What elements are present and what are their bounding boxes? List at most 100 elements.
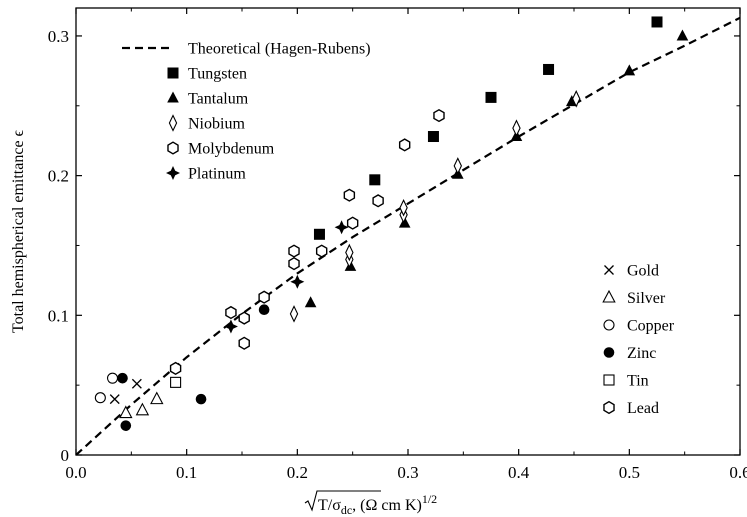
legend-swatch-gold <box>604 265 614 275</box>
data-point-molybdenum <box>398 138 411 152</box>
x-axis-label-subscript: dc <box>341 503 352 517</box>
legend-label-silver: Silver <box>627 290 666 307</box>
axis-labels-group: Total hemispherical emittance ϵ T/σdc, (Ω… <box>10 129 437 517</box>
legend-swatch-tungsten <box>167 67 179 79</box>
data-point-copper <box>94 392 106 404</box>
data-point-molybdenum <box>258 290 270 304</box>
legend-label-tantalum: Tantalum <box>188 91 249 108</box>
data-point-molybdenum <box>433 108 445 123</box>
data-point-molybdenum <box>238 311 250 325</box>
data-point-molybdenum <box>288 257 300 271</box>
legend-top-left: Theoretical (Hagen-Rubens) Tungsten Tantal… <box>122 41 371 183</box>
x-tick-label: 0.5 <box>619 463 640 482</box>
data-point-molybdenum <box>225 305 237 320</box>
x-axis-label-exponent: 1/2 <box>422 492 437 506</box>
x-tick-label: 0.4 <box>508 463 530 482</box>
theory-curve-group <box>76 16 740 455</box>
data-point-niobium <box>512 119 521 137</box>
data-point-tungsten <box>651 16 663 28</box>
data-point-niobium <box>453 157 463 175</box>
x-tick-label: 0.6 <box>729 463 747 482</box>
series-zinc <box>117 304 270 431</box>
y-tick-label: 0 <box>61 446 70 465</box>
legend-label-theoretical-hagen-rubens: Theoretical (Hagen-Rubens) <box>188 41 371 58</box>
series-lead <box>169 336 250 375</box>
data-point-tantalum <box>304 296 317 308</box>
data-point-niobium <box>345 243 354 262</box>
x-tick-label: 0.3 <box>397 463 418 482</box>
y-axis-label: Total hemispherical emittance ϵ <box>10 129 27 333</box>
theory-curve-line <box>76 16 740 455</box>
legend-label-molybdenum: Molybdenum <box>188 141 275 158</box>
y-tick-label: 0.2 <box>48 167 69 186</box>
data-point-copper <box>106 372 119 384</box>
data-point-zinc <box>120 420 132 431</box>
legend-swatch-copper <box>603 319 615 331</box>
data-point-zinc <box>195 393 207 405</box>
x-axis-radical-sign <box>304 490 381 512</box>
plot-axes: 0.0 0.1 0.2 0.3 0.4 0.5 0.6 0 0.1 0.2 0.3 <box>48 7 747 482</box>
data-point-tantalum <box>623 64 636 76</box>
data-point-tungsten <box>543 63 555 75</box>
legend-label-platinum: Platinum <box>188 166 246 183</box>
data-point-tantalum <box>676 29 689 41</box>
data-points-group <box>94 16 689 431</box>
data-point-niobium <box>572 90 581 108</box>
data-point-silver <box>119 405 133 419</box>
legend-swatch-tantalum <box>167 91 179 103</box>
x-tick-label: 0.1 <box>176 463 197 482</box>
legend-label-tungsten: Tungsten <box>188 66 247 83</box>
series-silver <box>119 391 164 419</box>
series-tungsten <box>313 16 663 240</box>
legend-swatch-niobium <box>168 114 178 132</box>
data-point-molybdenum <box>288 244 300 258</box>
data-point-silver <box>135 402 150 416</box>
data-point-niobium <box>289 305 299 323</box>
x-axis-label: T/σdc, (Ω cm K)1/2 <box>304 490 437 517</box>
data-point-tungsten <box>369 174 381 186</box>
data-point-tungsten <box>485 91 497 103</box>
data-point-platinum <box>223 319 238 334</box>
data-point-gold <box>131 378 142 389</box>
legend-label-lead: Lead <box>627 400 659 417</box>
series-gold <box>109 378 142 405</box>
data-point-gold <box>109 394 120 405</box>
data-point-lead <box>238 336 250 350</box>
data-point-molybdenum <box>315 244 328 258</box>
series-molybdenum <box>225 108 445 325</box>
data-point-platinum <box>290 274 305 289</box>
legend-swatch-tin <box>603 374 615 386</box>
data-point-molybdenum <box>346 216 359 230</box>
data-point-tungsten <box>427 131 439 143</box>
data-point-tungsten <box>313 228 325 240</box>
data-point-silver <box>150 391 164 405</box>
data-point-zinc <box>258 304 270 316</box>
legend-swatch-silver <box>602 289 616 303</box>
data-point-tantalum <box>398 216 411 228</box>
x-axis-label-text: T/σdc, (Ω cm K)1/2 <box>318 492 437 517</box>
x-axis-label-units: , (Ω cm K) <box>352 497 422 514</box>
legend-swatch-platinum <box>166 166 180 180</box>
series-platinum <box>223 220 349 334</box>
x-axis-label-radicand: T/σ <box>318 497 341 514</box>
data-point-molybdenum <box>343 188 356 202</box>
legend-label-niobium: Niobium <box>188 116 245 133</box>
legend-bottom-right: Gold Silver Copper Zinc Tin Lead <box>602 263 675 417</box>
data-point-molybdenum <box>372 194 384 208</box>
x-tick-label: 0.2 <box>287 463 308 482</box>
legend-swatch-lead <box>603 400 615 415</box>
data-point-platinum <box>334 220 349 235</box>
legend-label-zinc: Zinc <box>627 345 656 362</box>
y-tick-label: 0.1 <box>48 306 69 325</box>
legend-label-copper: Copper <box>627 318 675 335</box>
legend-label-gold: Gold <box>627 263 659 280</box>
series-niobium <box>289 90 581 323</box>
series-tin <box>170 376 182 388</box>
legend-swatch-molybdenum <box>167 141 179 155</box>
data-point-zinc <box>117 372 128 384</box>
y-tick-label: 0.3 <box>48 27 69 46</box>
data-point-niobium <box>399 198 408 217</box>
data-point-lead <box>169 361 182 375</box>
data-point-tin <box>170 376 182 388</box>
